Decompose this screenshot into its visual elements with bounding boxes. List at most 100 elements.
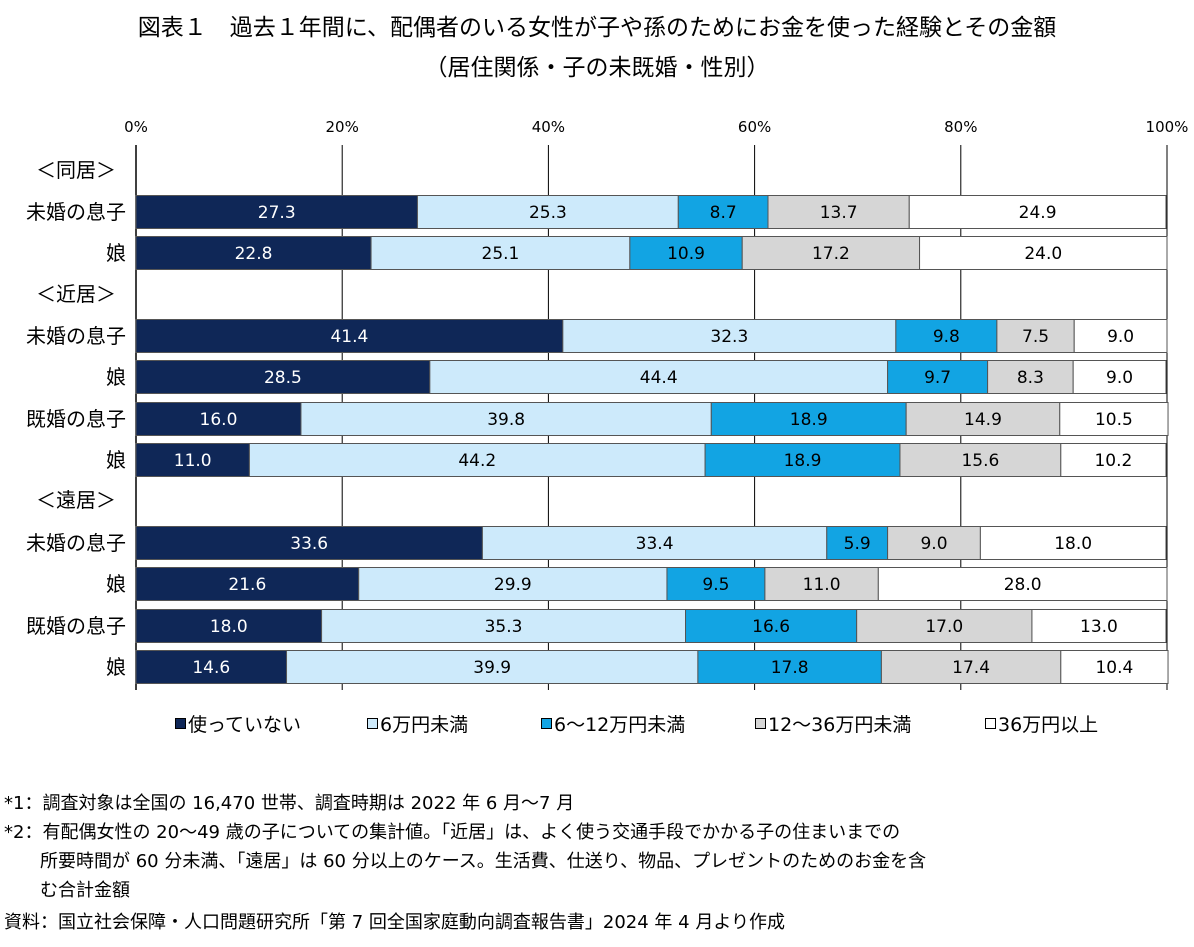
data-label: 21.6 bbox=[228, 575, 266, 595]
bar-segment bbox=[286, 650, 699, 684]
category-label: 娘 bbox=[106, 241, 126, 265]
bar-segment bbox=[685, 609, 858, 643]
bar-segment bbox=[887, 360, 989, 394]
data-label: 25.3 bbox=[529, 203, 567, 223]
bar-segment bbox=[135, 567, 360, 601]
legend-item-6-12man: 6～12万円未満 bbox=[541, 710, 685, 737]
data-label: 41.4 bbox=[330, 327, 368, 347]
bar-segment bbox=[996, 319, 1075, 353]
data-label: 9.8 bbox=[933, 327, 960, 347]
legend-swatch bbox=[755, 718, 766, 729]
bar-segment bbox=[905, 402, 1061, 436]
bar-segment bbox=[741, 236, 921, 270]
bar-segment bbox=[1060, 443, 1167, 477]
data-label: 14.9 bbox=[964, 410, 1002, 430]
legend-label: 使っていない bbox=[188, 714, 302, 736]
data-label: 5.9 bbox=[844, 534, 871, 554]
data-label: 18.0 bbox=[210, 617, 248, 637]
category-label: 未婚の息子 bbox=[26, 324, 126, 348]
footnote-2-line3: む合計金額 bbox=[40, 880, 130, 901]
data-label: 28.0 bbox=[1004, 575, 1042, 595]
bar-segment bbox=[704, 443, 901, 477]
footnote-2-line2: 所要時間が 60 分未満、「遠居」は 60 分以上のケース。生活費、仕送り、物品… bbox=[40, 851, 927, 872]
data-label: 39.8 bbox=[487, 410, 525, 430]
group-label: ＜遠居＞ bbox=[36, 488, 116, 512]
data-label: 17.0 bbox=[925, 617, 963, 637]
bar-segment bbox=[856, 609, 1033, 643]
bar-segment bbox=[1059, 402, 1169, 436]
x-tick-label: 60% bbox=[738, 118, 771, 136]
data-label: 29.9 bbox=[494, 575, 532, 595]
bar-segment bbox=[826, 526, 889, 560]
bar-segment bbox=[887, 526, 981, 560]
bar-segment bbox=[135, 236, 372, 270]
bar-segment bbox=[429, 360, 889, 394]
data-label: 9.5 bbox=[702, 575, 729, 595]
data-label: 17.2 bbox=[812, 244, 850, 264]
bar-segment bbox=[987, 360, 1074, 394]
data-label: 39.9 bbox=[473, 658, 511, 678]
bar-segment bbox=[135, 526, 483, 560]
category-label: 既婚の息子 bbox=[26, 407, 126, 431]
data-label: 9.0 bbox=[1107, 327, 1134, 347]
bar-segment bbox=[135, 360, 431, 394]
data-label: 22.8 bbox=[235, 244, 273, 264]
bar-segment bbox=[370, 236, 631, 270]
chart-subtitle: （居住関係・子の未既婚・性別） bbox=[424, 55, 770, 81]
category-label: 娘 bbox=[106, 448, 126, 472]
data-label: 8.7 bbox=[710, 203, 737, 223]
bar-segment bbox=[1031, 609, 1167, 643]
legend-swatch bbox=[541, 718, 552, 729]
legend-label: 12～36万円未満 bbox=[768, 714, 912, 736]
data-label: 13.7 bbox=[820, 203, 858, 223]
data-label: 16.0 bbox=[200, 410, 238, 430]
footnote-2-line1: *2：有配偶女性の 20～49 歳の子についての集計値。「近居」は、よく使う交通… bbox=[4, 822, 901, 843]
bar-segment bbox=[358, 567, 668, 601]
x-tick-label: 0% bbox=[124, 118, 148, 136]
data-label: 32.3 bbox=[710, 327, 748, 347]
bar-segment bbox=[677, 195, 769, 229]
data-label: 9.7 bbox=[924, 368, 951, 388]
bar-segment bbox=[416, 195, 679, 229]
bar-segment bbox=[135, 319, 564, 353]
stacked-bar-chart: 0% 20% 40% 60% 80% 100%＜同居＞＜近居＞＜遠居＞未婚の息子娘未婚の息… bbox=[26, 118, 1188, 690]
data-label: 9.0 bbox=[1106, 368, 1133, 388]
data-label: 25.1 bbox=[482, 244, 520, 264]
bar-segment bbox=[135, 650, 288, 684]
group-label: ＜近居＞ bbox=[36, 282, 116, 306]
data-label: 28.5 bbox=[264, 368, 302, 388]
data-label: 15.6 bbox=[961, 451, 999, 471]
data-label: 7.5 bbox=[1022, 327, 1049, 347]
bar-segment bbox=[1072, 360, 1167, 394]
data-label: 18.0 bbox=[1054, 534, 1092, 554]
data-label: 27.3 bbox=[258, 203, 296, 223]
footnote-1: *1：調査対象は全国の 16,470 世帯、調査時期は 2022 年 6 月～7… bbox=[4, 793, 575, 814]
x-tick-label: 20% bbox=[326, 118, 359, 136]
bar-segment bbox=[300, 402, 712, 436]
category-label: 娘 bbox=[106, 365, 126, 389]
legend-item-12-36man: 12～36万円未満 bbox=[755, 710, 911, 737]
x-tick-label: 80% bbox=[944, 118, 977, 136]
data-label: 33.4 bbox=[636, 534, 674, 554]
category-label: 娘 bbox=[106, 655, 126, 679]
legend-item-not-used: 使っていない bbox=[175, 710, 301, 737]
data-label: 11.0 bbox=[803, 575, 841, 595]
group-label: ＜同居＞ bbox=[36, 158, 116, 182]
data-label: 9.0 bbox=[920, 534, 947, 554]
bar-segment bbox=[697, 650, 882, 684]
bar-segment bbox=[135, 443, 250, 477]
bar-segment bbox=[895, 319, 998, 353]
legend-label: 6万円未満 bbox=[380, 714, 469, 736]
bar-segment bbox=[321, 609, 687, 643]
category-label: 未婚の息子 bbox=[26, 200, 126, 224]
bar-segment bbox=[1073, 319, 1168, 353]
data-label: 17.8 bbox=[771, 658, 809, 678]
data-label: 10.5 bbox=[1095, 410, 1133, 430]
chart-legend: 使っていない 6万円未満 6～12万円未満 12～36万円未満 36万円以上 bbox=[0, 710, 1194, 740]
bar-segment bbox=[1060, 650, 1169, 684]
x-tick-label: 40% bbox=[532, 118, 565, 136]
data-label: 18.9 bbox=[790, 410, 828, 430]
category-label: 娘 bbox=[106, 572, 126, 596]
data-label: 11.0 bbox=[174, 451, 212, 471]
source-note: 資料：国立社会保障・人口問題研究所「第 7 回全国家庭動向調査報告書」2024 … bbox=[4, 912, 785, 933]
